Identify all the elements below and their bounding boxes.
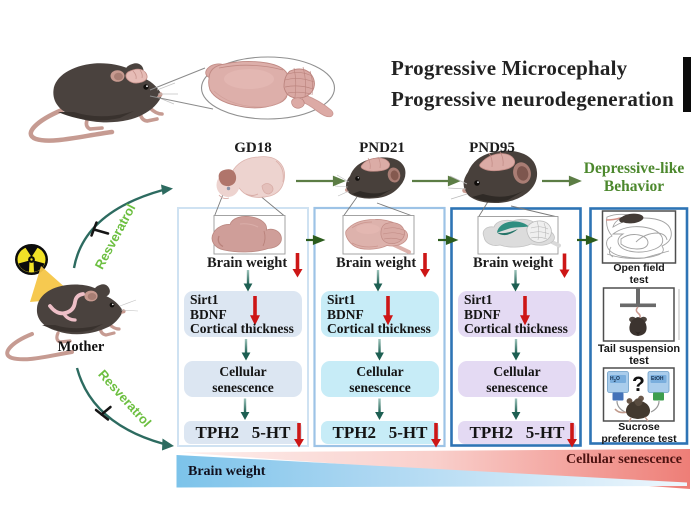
svg-text:Resveratrol: Resveratrol bbox=[95, 367, 154, 430]
svg-text:Resveratrol: Resveratrol bbox=[92, 201, 139, 271]
